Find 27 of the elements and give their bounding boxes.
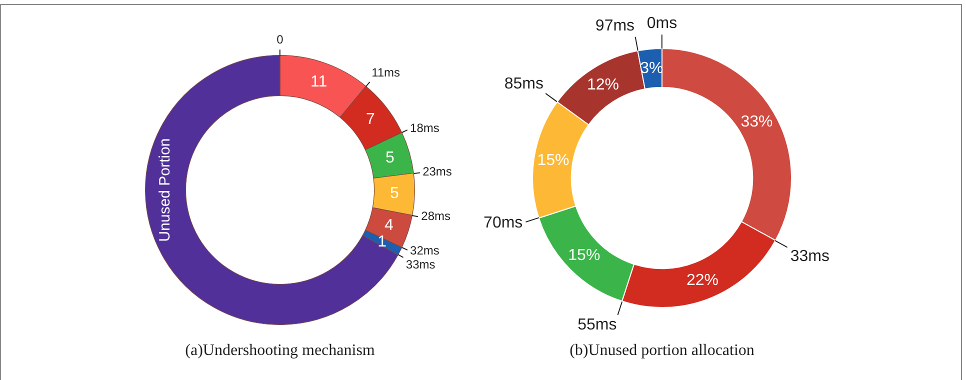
text: (a)Undershooting mechanism xyxy=(185,342,375,360)
data-label: 1 xyxy=(378,233,387,250)
text: 28ms xyxy=(421,209,450,224)
data-label: 15% xyxy=(537,152,570,170)
text: 85ms xyxy=(504,75,544,92)
text: 23ms xyxy=(422,164,452,178)
text: 97ms xyxy=(595,18,635,34)
data-label: 12% xyxy=(587,76,620,94)
data-label: 33% xyxy=(740,113,773,130)
text: 70ms xyxy=(484,214,523,232)
text: 32ms xyxy=(410,243,440,258)
text: 33ms xyxy=(790,248,830,265)
slice-label: Unused Portion xyxy=(156,138,174,242)
text: 0ms xyxy=(646,14,678,32)
text: 18ms xyxy=(410,121,440,136)
data-label: 4 xyxy=(384,216,394,234)
data-label: 15% xyxy=(568,247,600,264)
text: 55ms xyxy=(578,316,617,334)
text: 11ms xyxy=(372,66,400,80)
text: (b)Unused portion allocation xyxy=(570,342,754,360)
data-label: 5 xyxy=(390,185,399,202)
text: 0 xyxy=(276,32,284,47)
text: 33ms xyxy=(406,258,436,272)
data-label: 7 xyxy=(366,111,376,128)
data-label: 11 xyxy=(310,74,328,91)
data-label: 22% xyxy=(686,272,719,289)
data-label: 5 xyxy=(385,149,394,166)
